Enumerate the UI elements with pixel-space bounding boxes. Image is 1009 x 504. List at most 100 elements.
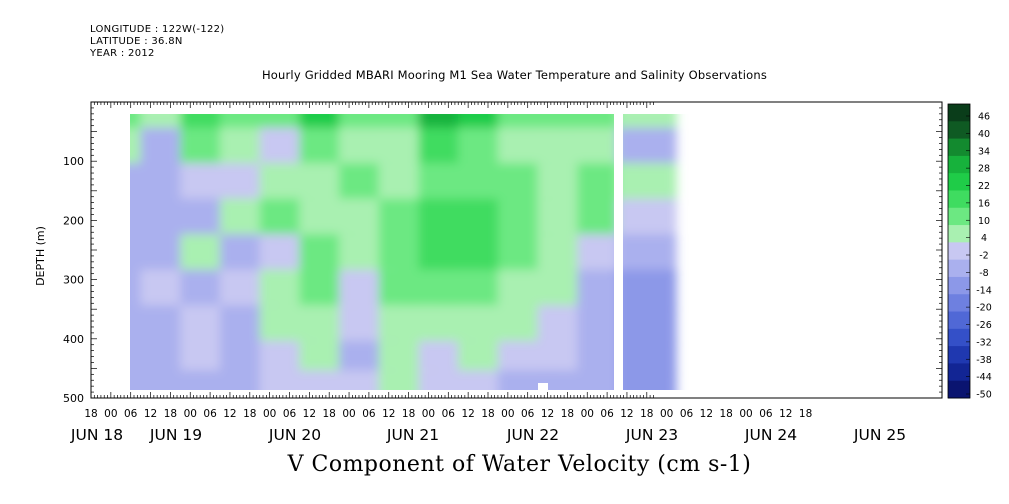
x-hour-tick-label: 00 <box>581 408 594 420</box>
x-hour-tick-label: 00 <box>501 408 514 420</box>
x-hour-tick-label: 06 <box>283 408 297 420</box>
colorbar-swatch <box>948 225 970 243</box>
missing-data-mask <box>90 101 943 399</box>
x-hour-tick-label: 06 <box>362 408 376 420</box>
x-day-label: JUN 24 <box>744 426 797 444</box>
colorbar-label: -38 <box>976 355 992 366</box>
x-hour-tick-label: 12 <box>303 408 316 420</box>
x-day-label: JUN 18 <box>70 426 123 444</box>
colorbar-swatch <box>948 173 970 191</box>
x-hour-tick-label: 12 <box>620 408 633 420</box>
colorbar-label: 4 <box>981 233 987 244</box>
x-day-label: JUN 25 <box>853 426 906 444</box>
colorbar-label: -26 <box>976 320 992 331</box>
missing-data-region <box>872 350 880 390</box>
x-hour-tick-label: 00 <box>739 408 752 420</box>
colorbar-frame <box>947 103 971 399</box>
missing-data-region <box>730 186 738 195</box>
x-hour-tick-label: 06 <box>600 408 614 420</box>
missing-data-region <box>92 390 941 397</box>
x-axis-title: V Component of Water Velocity (cm s-1) <box>287 452 752 477</box>
axis-ticks: 18 00 06 12 18 00 06 12 18 00 06 12 18 00 06 12 18 00 06 12… <box>63 102 942 444</box>
colorbar-swatch <box>948 294 970 313</box>
colorbar: 46 40 34 28 22 16 10 4 -2 -8 -14 -20 -26 -32 -38 -44 -50 <box>947 103 992 401</box>
x-hour-tick-label: 06 <box>521 408 535 420</box>
x-hour-tick-label: 00 <box>104 408 117 420</box>
colorbar-label: 28 <box>978 164 990 175</box>
missing-data-region <box>538 383 548 390</box>
colorbar-label: -2 <box>979 251 988 262</box>
x-hour-tick-label: 00 <box>342 408 355 420</box>
colorbar-swatch <box>948 138 970 157</box>
y-tick-label: 200 <box>63 214 84 227</box>
x-day-label: JUN 22 <box>506 426 559 444</box>
x-hour-tick-label: 18 <box>799 408 812 420</box>
x-hour-tick-label: 06 <box>442 408 456 420</box>
x-hour-tick-label: 18 <box>402 408 415 420</box>
x-hour-tick-label: 00 <box>263 408 276 420</box>
colorbar-label: 46 <box>978 112 990 123</box>
colorbar-label: 34 <box>978 146 990 157</box>
colorbar-swatch <box>948 346 970 364</box>
colorbar-swatch <box>948 380 970 399</box>
colorbar-label: -44 <box>976 372 992 383</box>
colorbar-label: -20 <box>976 303 992 314</box>
x-hour-tick-label: 06 <box>124 408 138 420</box>
x-hour-tick-label: 12 <box>779 408 792 420</box>
colorbar-swatch <box>948 104 970 122</box>
missing-data-region <box>862 340 872 390</box>
colorbar-swatch <box>948 242 970 261</box>
y-tick-label: 300 <box>63 274 84 287</box>
x-hour-tick-label: 06 <box>759 408 773 420</box>
x-hour-tick-label: 12 <box>541 408 554 420</box>
x-hour-tick-label: 18 <box>164 408 177 420</box>
colorbar-label: 10 <box>978 216 990 227</box>
x-day-label: JUN 23 <box>625 426 678 444</box>
x-hour-tick-label: 00 <box>422 408 435 420</box>
x-hour-tick-label: 18 <box>84 408 97 420</box>
colorbar-label: -8 <box>979 268 988 279</box>
year-label: YEAR : 2012 <box>90 48 155 59</box>
x-hour-tick-label: 18 <box>243 408 256 420</box>
y-tick-label: 400 <box>63 333 84 346</box>
colorbar-label: -14 <box>976 285 992 296</box>
colorbar-swatch <box>948 155 970 174</box>
colorbar-swatch <box>948 121 970 140</box>
x-hour-tick-label: 12 <box>144 408 157 420</box>
missing-data-region <box>888 378 896 390</box>
missing-data-region <box>748 383 760 390</box>
x-hour-tick-label: 18 <box>561 408 574 420</box>
colorbar-label: 22 <box>978 181 990 192</box>
heatmap-field <box>130 114 677 390</box>
missing-data-region <box>933 114 942 398</box>
x-hour-tick-label: 12 <box>461 408 474 420</box>
x-hour-tick-label: 06 <box>680 408 694 420</box>
colorbar-swatch <box>948 328 970 347</box>
y-tick-label: 500 <box>63 392 84 405</box>
x-hour-tick-label: 12 <box>700 408 713 420</box>
latitude-label: LATITUDE : 36.8N <box>90 36 183 47</box>
x-hour-tick-label: 18 <box>481 408 494 420</box>
missing-data-region <box>92 103 941 114</box>
missing-data-region <box>852 352 862 390</box>
x-hour-tick-label: 18 <box>640 408 653 420</box>
colorbar-label: 40 <box>978 129 990 140</box>
longitude-label: LONGITUDE : 122W(-122) <box>90 24 225 35</box>
chart-title: Hourly Gridded MBARI Mooring M1 Sea Wate… <box>261 68 768 82</box>
colorbar-swatch <box>948 190 970 209</box>
heatmap-cell <box>616 370 677 390</box>
colorbar-swatch <box>948 259 970 278</box>
missing-data-region <box>614 114 623 390</box>
missing-data-region <box>880 365 888 390</box>
colorbar-label: 16 <box>978 198 990 209</box>
x-hour-tick-label: 18 <box>323 408 336 420</box>
y-axis-label: DEPTH (m) <box>34 226 47 286</box>
x-hour-tick-label: 00 <box>184 408 197 420</box>
colorbar-swatch <box>948 311 970 330</box>
colorbar-label: -50 <box>976 390 992 401</box>
x-day-label: JUN 20 <box>268 426 321 444</box>
colorbar-swatch <box>948 207 970 226</box>
colorbar-swatch <box>948 363 970 382</box>
x-day-label: JUN 21 <box>386 426 439 444</box>
